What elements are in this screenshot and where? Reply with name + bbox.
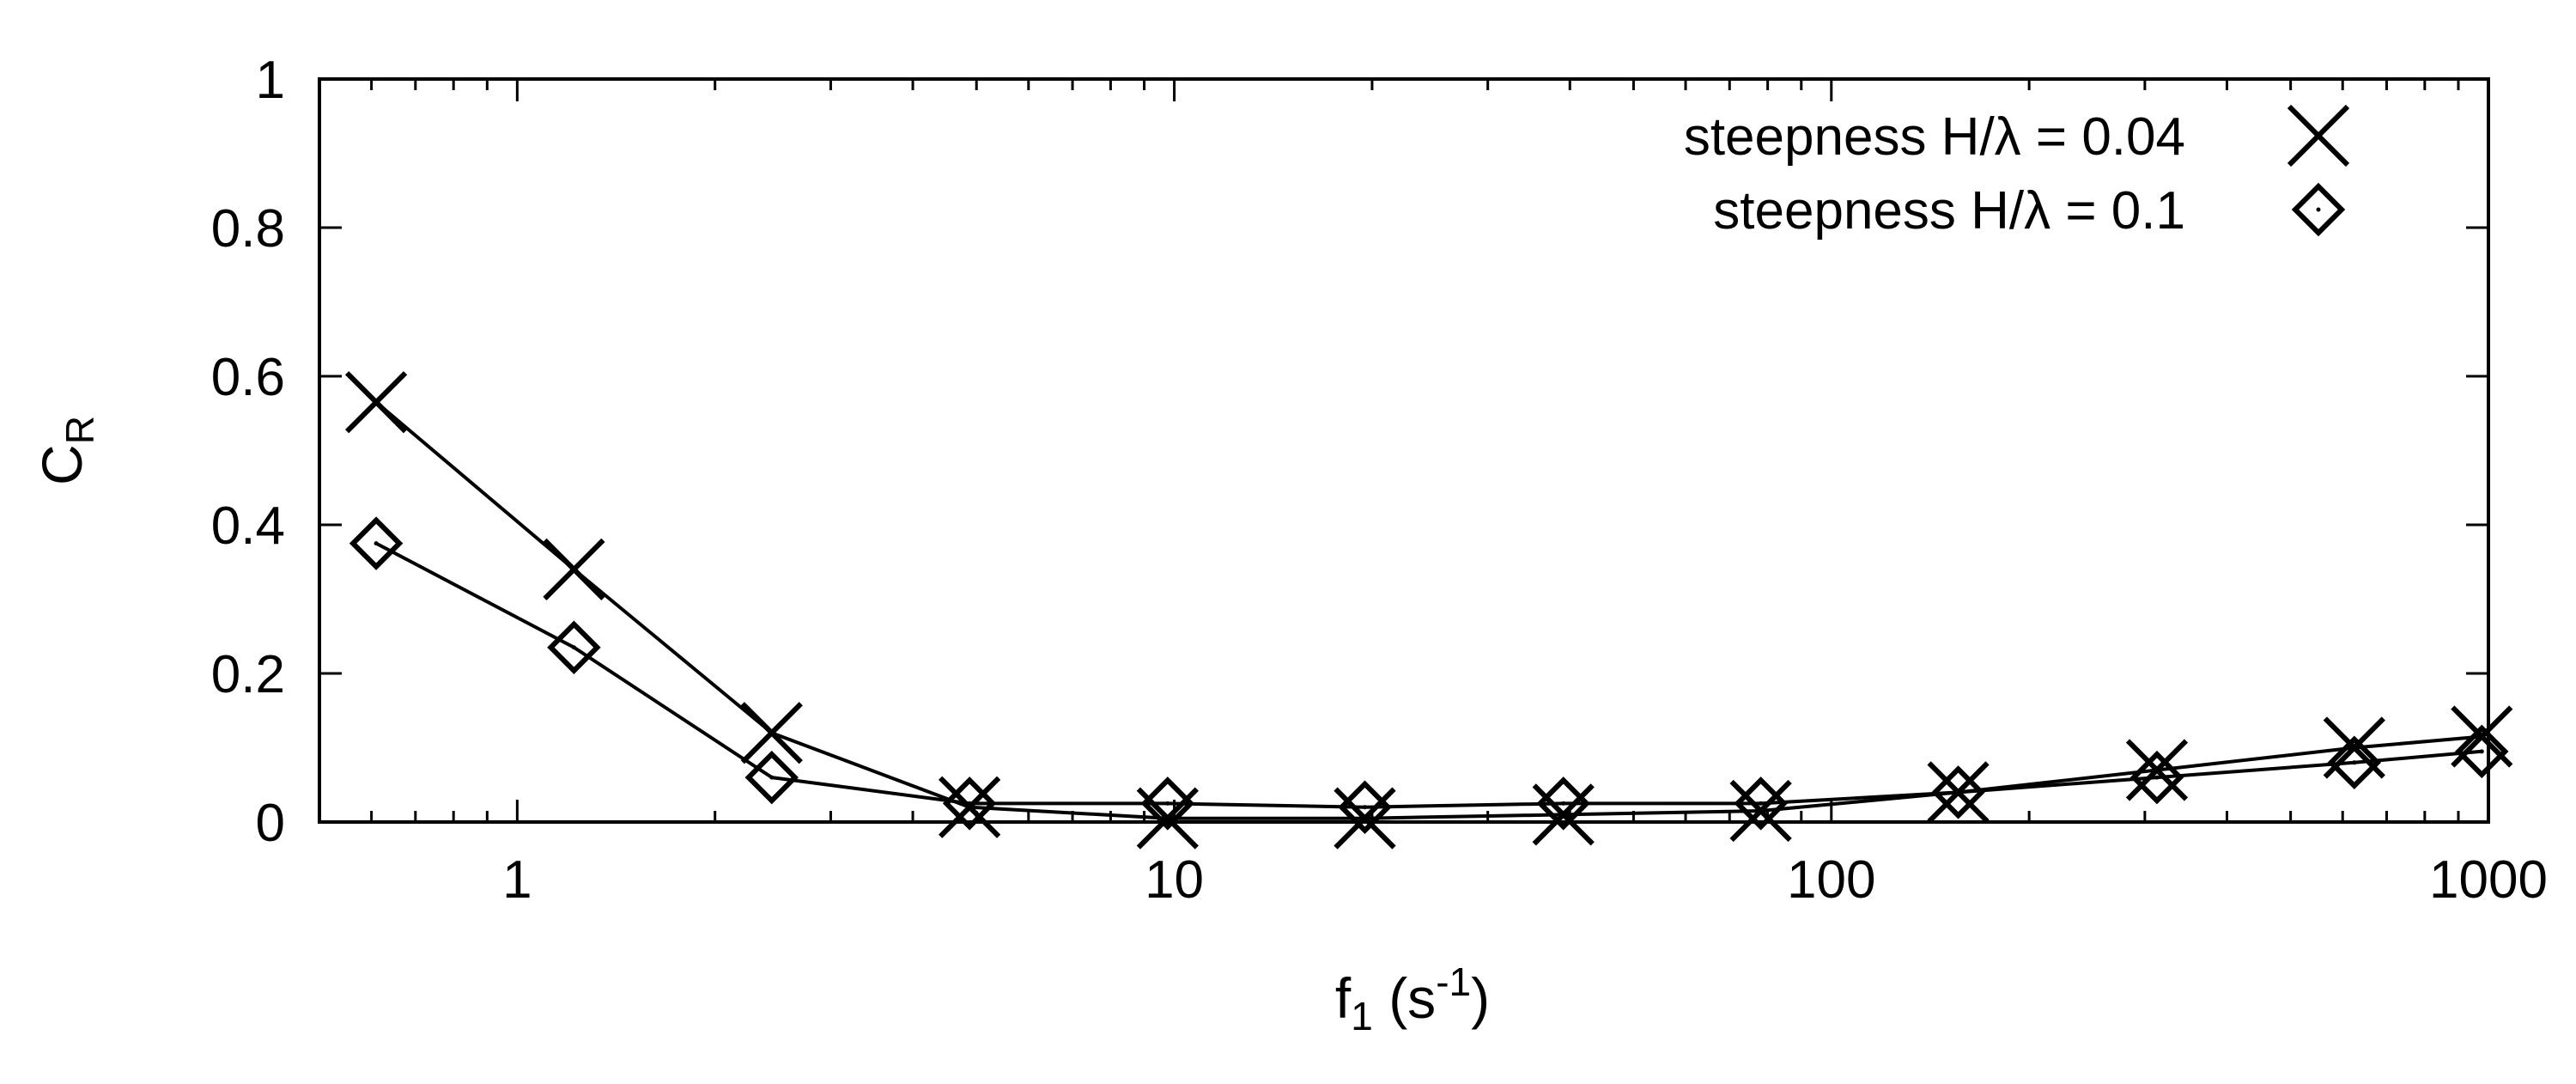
legend-entry-label: steepness H/λ = 0.04 xyxy=(1684,107,2185,167)
series-1-point xyxy=(1532,783,1595,846)
legend-entry-label: steepness H/λ = 0.1 xyxy=(1713,181,2185,241)
y-tick-label: 0.4 xyxy=(211,496,285,556)
diamond-outline xyxy=(1338,780,1392,834)
series-line-1 xyxy=(374,400,2482,820)
x-axis-title: f1 (s-1) xyxy=(1335,959,1490,1038)
plot-frame-group xyxy=(318,77,2490,824)
x-axis-title-main: f xyxy=(1335,966,1352,1030)
legend: steepness H/λ = 0.04 steepness H/λ = 0.1 xyxy=(1684,104,2350,241)
legend-entry-marker xyxy=(2287,104,2350,167)
y-tick-label: 1 xyxy=(256,51,285,110)
cross-stroke xyxy=(2287,104,2350,167)
series-1-point xyxy=(1729,779,1792,843)
cross-stroke xyxy=(1729,779,1792,843)
diamond-outline xyxy=(1536,776,1590,831)
diamond-center-dot xyxy=(967,801,972,806)
diamond-center-dot xyxy=(1956,789,1961,795)
x-axis-title-subscript: 1 xyxy=(1351,994,1373,1038)
x-tick-label: 1000 xyxy=(2429,850,2548,910)
diamond-outline xyxy=(744,750,799,805)
y-axis-title-main: C xyxy=(30,444,94,485)
diamond-outline xyxy=(349,516,404,570)
diamond-outline xyxy=(547,620,601,674)
cross-stroke xyxy=(740,702,803,764)
series-2-point xyxy=(547,620,601,674)
series-2-point xyxy=(744,750,799,805)
x-axis-title-superscript: -1 xyxy=(1436,959,1471,1004)
cross-stroke xyxy=(2125,739,2189,801)
axis-ticks-group: 0 0.2 0.4 0.6 0.8 1 1 10 100 1000 xyxy=(211,51,2548,910)
series-lines-group xyxy=(374,400,2482,820)
diamond-center-dot xyxy=(2352,760,2357,765)
x-tick-label: 100 xyxy=(1787,850,1875,910)
diamond-outline xyxy=(1931,765,1985,819)
x-tick-label: 1 xyxy=(502,850,532,910)
series-markers-group xyxy=(344,371,2513,850)
diamond-center-dot xyxy=(769,775,775,780)
diamond-outline xyxy=(1734,776,1788,831)
series-2-point xyxy=(1734,776,1788,831)
cross-stroke xyxy=(939,776,1001,838)
cross-stroke xyxy=(1334,787,1396,850)
series-2-point xyxy=(349,516,404,570)
series-2-point xyxy=(1536,776,1590,831)
series-1-point xyxy=(2125,739,2189,801)
series-line-2 xyxy=(375,541,2482,809)
series-1-point xyxy=(1334,787,1396,850)
x-axis-title-close: ) xyxy=(1471,966,1490,1030)
series-1-point xyxy=(740,702,803,764)
y-axis-title: CR xyxy=(30,416,102,485)
diamond-center-dot xyxy=(2154,775,2160,780)
cross-stroke xyxy=(344,371,408,434)
series-2-point xyxy=(1338,780,1392,834)
series-1-point xyxy=(344,371,408,434)
diamond-center-dot xyxy=(2479,749,2484,754)
plot-border xyxy=(318,77,2490,824)
diamond-center-dot xyxy=(571,645,576,650)
series-1-point xyxy=(543,538,605,601)
series-1-point xyxy=(939,776,1001,838)
series-2-point xyxy=(2327,735,2382,790)
diamond-outline xyxy=(942,776,997,831)
diamond-center-dot xyxy=(374,541,379,546)
diamond-center-dot xyxy=(1165,801,1170,806)
diamond-outline xyxy=(2327,735,2382,790)
legend-entry-marker xyxy=(2291,182,2346,237)
diamond-outline xyxy=(2291,182,2346,237)
diamond-outline xyxy=(2455,724,2509,779)
y-tick-label: 0.2 xyxy=(211,645,285,704)
diamond-center-dot xyxy=(1561,801,1566,806)
diamond-center-dot xyxy=(1363,805,1368,810)
y-tick-label: 0.6 xyxy=(211,348,285,407)
series-2-point xyxy=(2129,750,2184,805)
diamond-outline xyxy=(2129,750,2184,805)
cross-stroke xyxy=(543,538,605,601)
x-axis-title-open: (s xyxy=(1373,966,1436,1030)
diamond-center-dot xyxy=(2316,207,2321,212)
y-tick-label: 0.8 xyxy=(211,199,285,259)
cross-stroke xyxy=(1532,783,1595,846)
series-2-point xyxy=(2455,724,2509,779)
diamond-outline xyxy=(1140,776,1195,831)
series-2-point xyxy=(942,776,997,831)
series-2-point xyxy=(1140,776,1195,831)
diamond-center-dot xyxy=(1759,801,1764,806)
x-tick-label: 10 xyxy=(1145,850,1204,910)
y-axis-title-subscript: R xyxy=(58,416,102,444)
y-tick-label: 0 xyxy=(256,794,285,853)
series-2-point xyxy=(1931,765,1985,819)
